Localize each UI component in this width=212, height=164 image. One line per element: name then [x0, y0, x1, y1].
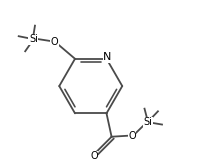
Text: O: O [90, 151, 98, 161]
Text: N: N [103, 52, 112, 62]
Text: Si: Si [144, 117, 153, 127]
Text: O: O [51, 37, 59, 47]
Text: O: O [128, 131, 136, 141]
Text: Si: Si [29, 34, 38, 44]
